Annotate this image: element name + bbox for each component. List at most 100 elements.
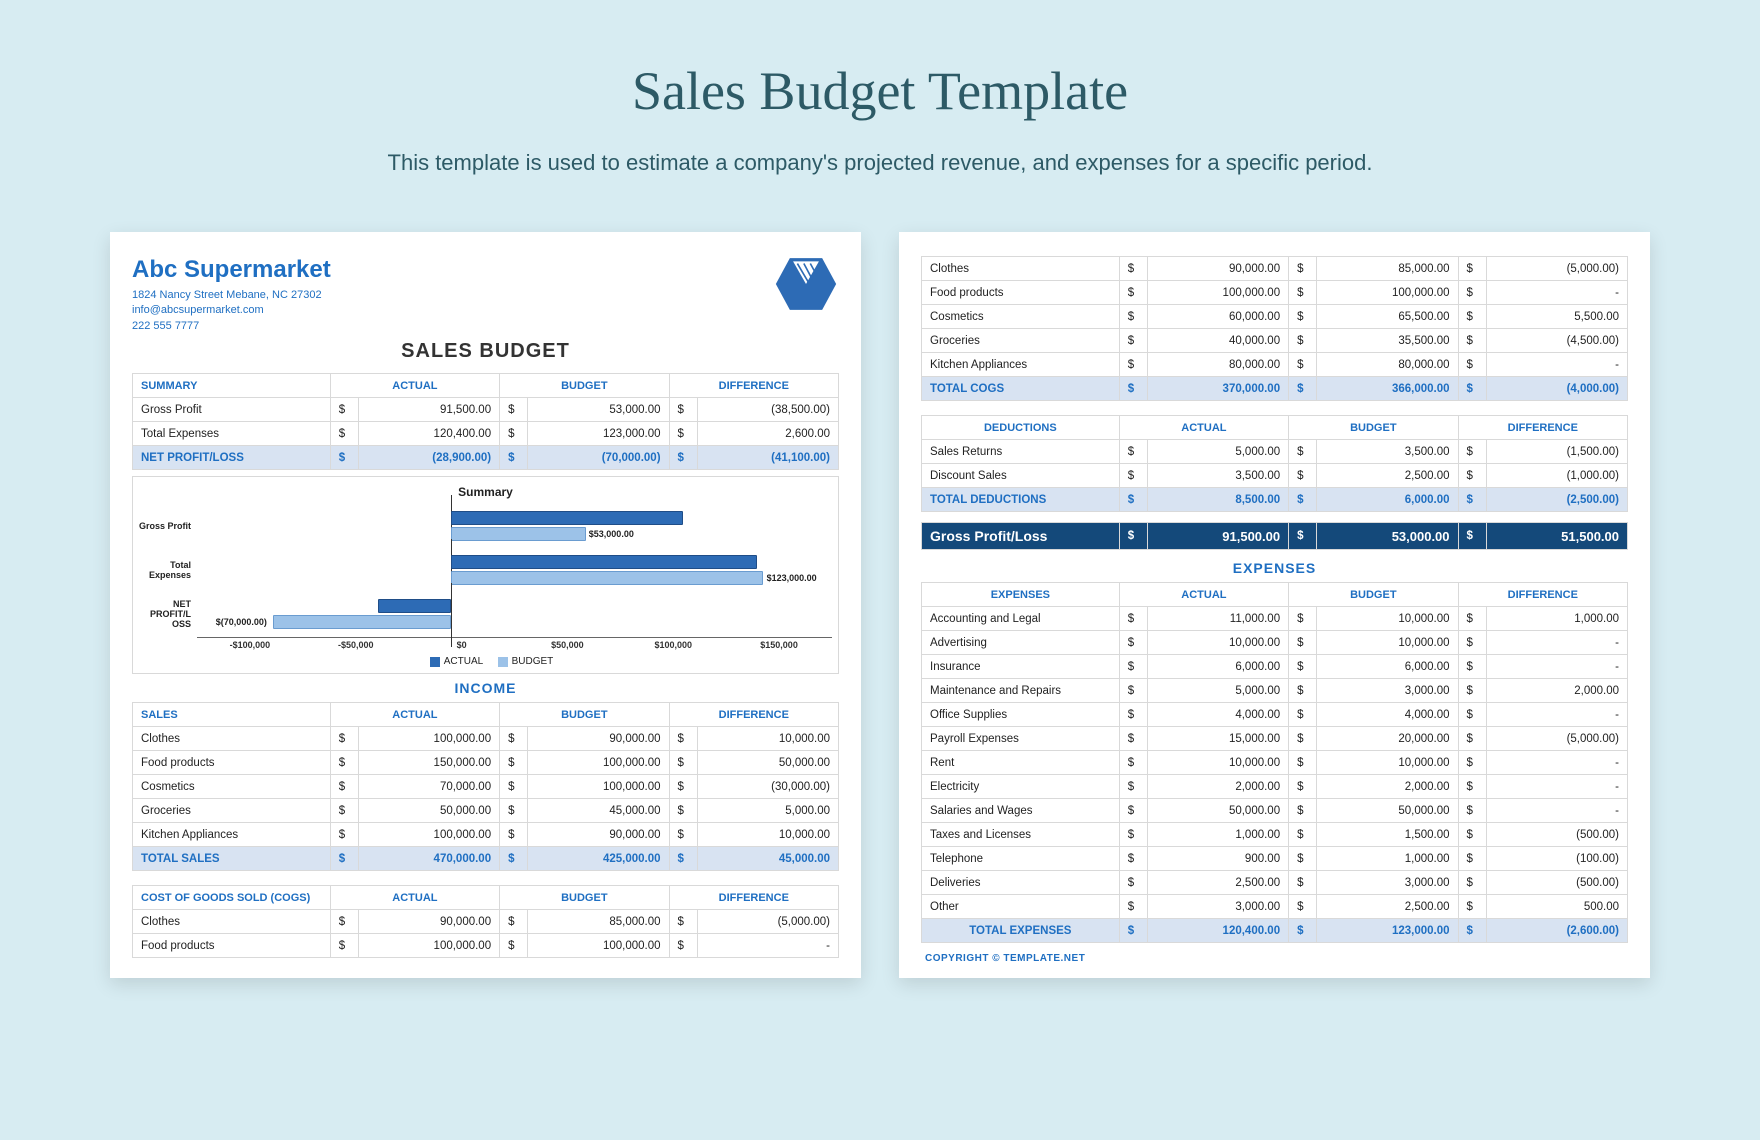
- chart-y-label: Total Expenses: [139, 561, 197, 581]
- table-row: Cosmetics$70,000.00$100,000.00$(30,000.0…: [133, 775, 839, 799]
- row-actual: 50,000.00: [358, 799, 499, 823]
- row-diff: (500.00): [1486, 871, 1627, 895]
- row-budget: 2,500.00: [1317, 895, 1458, 919]
- summary-table: SUMMARY ACTUAL BUDGET DIFFERENCE Gross P…: [132, 373, 839, 470]
- row-actual: 10,000.00: [1147, 631, 1288, 655]
- row-diff: -: [1486, 353, 1627, 377]
- expenses-title: EXPENSES: [921, 550, 1628, 582]
- row-diff: -: [1486, 631, 1627, 655]
- row-diff: 2,600.00: [697, 422, 838, 446]
- row-diff: -: [1486, 799, 1627, 823]
- row-label: Payroll Expenses: [922, 727, 1120, 751]
- chart-x-tick: $100,000: [620, 638, 726, 650]
- sales-total-label: TOTAL SALES: [133, 847, 331, 871]
- row-label: Clothes: [922, 257, 1120, 281]
- row-actual: 10,000.00: [1147, 751, 1288, 775]
- row-budget: 100,000.00: [1317, 281, 1458, 305]
- sales-header: SALES: [133, 703, 331, 727]
- row-budget: 10,000.00: [1317, 631, 1458, 655]
- chart-legend: ACTUAL BUDGET: [139, 656, 832, 667]
- row-label: Electricity: [922, 775, 1120, 799]
- row-budget: 3,500.00: [1317, 440, 1458, 464]
- row-label: Accounting and Legal: [922, 607, 1120, 631]
- expenses-table: EXPENSES ACTUAL BUDGET DIFFERENCE Accoun…: [921, 582, 1628, 943]
- chart-y-label: Gross Profit: [139, 522, 197, 532]
- row-budget: 35,500.00: [1317, 329, 1458, 353]
- chart-bar-actual: [451, 511, 683, 525]
- row-actual: 15,000.00: [1147, 727, 1288, 751]
- row-actual: 5,000.00: [1147, 440, 1288, 464]
- deductions-table: DEDUCTIONS ACTUAL BUDGET DIFFERENCE Sale…: [921, 415, 1628, 512]
- row-actual: 100,000.00: [1147, 281, 1288, 305]
- row-label: Deliveries: [922, 871, 1120, 895]
- row-diff: (5,000.00): [1486, 257, 1627, 281]
- cogs-total-label: TOTAL COGS: [922, 377, 1120, 401]
- row-label: Food products: [922, 281, 1120, 305]
- doc-title: SALES BUDGET: [132, 340, 839, 363]
- row-actual: 11,000.00: [1147, 607, 1288, 631]
- row-actual: 120,400.00: [358, 422, 499, 446]
- table-row: Office Supplies$4,000.00$4,000.00$-: [922, 703, 1628, 727]
- page-title: Sales Budget Template: [0, 0, 1760, 122]
- row-diff: 2,000.00: [1486, 679, 1627, 703]
- deductions-header: DEDUCTIONS: [922, 416, 1120, 440]
- row-diff: (500.00): [1486, 823, 1627, 847]
- table-row: Clothes$90,000.00$85,000.00$(5,000.00): [133, 910, 839, 934]
- row-diff: (4,500.00): [1486, 329, 1627, 353]
- chart-x-tick: -$100,000: [197, 638, 303, 650]
- row-budget: 85,000.00: [1317, 257, 1458, 281]
- cogs-table-left: COST OF GOODS SOLD (COGS) ACTUAL BUDGET …: [132, 885, 839, 958]
- row-label: Cosmetics: [133, 775, 331, 799]
- row-actual: 100,000.00: [358, 934, 499, 958]
- gross-table: Gross Profit/Loss $91,500.00 $53,000.00 …: [921, 522, 1628, 550]
- gross-label: Gross Profit/Loss: [922, 523, 1120, 550]
- chart-bar-label: $123,000.00: [767, 573, 817, 583]
- row-diff: (5,000.00): [697, 910, 838, 934]
- chart-x-tick: -$50,000: [303, 638, 409, 650]
- chart-x-tick: $0: [409, 638, 515, 650]
- row-actual: 2,000.00: [1147, 775, 1288, 799]
- row-actual: 100,000.00: [358, 727, 499, 751]
- table-row: Other$3,000.00$2,500.00$500.00: [922, 895, 1628, 919]
- summary-header: SUMMARY: [133, 374, 331, 398]
- row-label: Sales Returns: [922, 440, 1120, 464]
- row-diff: 10,000.00: [697, 823, 838, 847]
- row-actual: 6,000.00: [1147, 655, 1288, 679]
- chart-bar-actual: [378, 599, 451, 613]
- expenses-header: EXPENSES: [922, 583, 1120, 607]
- row-diff: 500.00: [1486, 895, 1627, 919]
- row-budget: 6,000.00: [1317, 655, 1458, 679]
- chart-group: Gross Profit$53,000.00: [139, 505, 832, 549]
- table-row: Gross Profit$91,500.00$53,000.00$(38,500…: [133, 398, 839, 422]
- table-row: Discount Sales$3,500.00$2,500.00$(1,000.…: [922, 464, 1628, 488]
- row-actual: 70,000.00: [358, 775, 499, 799]
- row-budget: 85,000.00: [528, 910, 669, 934]
- chart-x-tick: $150,000: [726, 638, 832, 650]
- chart-title: Summary: [139, 485, 832, 499]
- table-row: Insurance$6,000.00$6,000.00$-: [922, 655, 1628, 679]
- row-budget: 100,000.00: [528, 751, 669, 775]
- row-budget: 53,000.00: [528, 398, 669, 422]
- page-subtitle: This template is used to estimate a comp…: [0, 122, 1760, 176]
- cogs-table-right: Clothes$90,000.00$85,000.00$(5,000.00)Fo…: [921, 256, 1628, 401]
- row-actual: 90,000.00: [358, 910, 499, 934]
- row-diff: 10,000.00: [697, 727, 838, 751]
- summary-chart: Summary Gross Profit$53,000.00 Total Expe…: [132, 476, 839, 674]
- row-budget: 50,000.00: [1317, 799, 1458, 823]
- row-budget: 4,000.00: [1317, 703, 1458, 727]
- row-label: Food products: [133, 934, 331, 958]
- row-label: Kitchen Appliances: [922, 353, 1120, 377]
- table-row: Rent$10,000.00$10,000.00$-: [922, 751, 1628, 775]
- row-actual: 3,000.00: [1147, 895, 1288, 919]
- row-actual: 50,000.00: [1147, 799, 1288, 823]
- row-budget: 2,000.00: [1317, 775, 1458, 799]
- table-row: Food products$150,000.00$100,000.00$50,0…: [133, 751, 839, 775]
- row-label: Kitchen Appliances: [133, 823, 331, 847]
- table-row: Telephone$900.00$1,000.00$(100.00): [922, 847, 1628, 871]
- row-actual: 5,000.00: [1147, 679, 1288, 703]
- row-label: Office Supplies: [922, 703, 1120, 727]
- chart-x-axis: -$100,000-$50,000$0$50,000$100,000$150,0…: [197, 637, 832, 650]
- table-row: Food products$100,000.00$100,000.00$-: [133, 934, 839, 958]
- row-budget: 100,000.00: [528, 934, 669, 958]
- row-budget: 2,500.00: [1317, 464, 1458, 488]
